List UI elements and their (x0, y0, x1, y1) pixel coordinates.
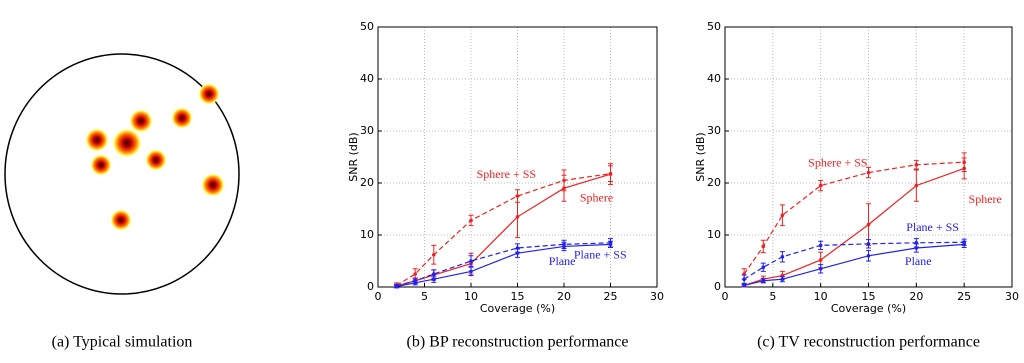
data-point (780, 255, 785, 259)
data-point (562, 186, 566, 190)
data-point (818, 183, 823, 188)
series-line (396, 173, 611, 287)
x-tick-label: 20 (557, 290, 571, 303)
series-label: Sphere (969, 192, 1002, 206)
x-tick-label: 15 (862, 290, 876, 303)
data-point (432, 252, 436, 257)
plot-frame (724, 26, 1013, 288)
y-tick-label: 40 (707, 72, 721, 85)
data-point (515, 251, 520, 255)
data-point (866, 254, 871, 258)
y-tick-label: 0 (714, 280, 721, 293)
data-point (562, 244, 566, 249)
data-point (962, 242, 966, 247)
data-point (761, 265, 766, 270)
x-tick-label: 5 (421, 290, 428, 303)
series-line (396, 173, 611, 286)
x-tick-label: 15 (511, 290, 525, 303)
y-tick-label: 40 (360, 72, 374, 85)
data-point (866, 242, 871, 246)
x-tick-label: 10 (464, 290, 478, 303)
y-tick-label: 10 (707, 228, 721, 241)
x-axis-label: Coverage (%) (831, 302, 906, 315)
x-tick-label: 10 (814, 290, 828, 303)
x-tick-label: 20 (909, 290, 923, 303)
caption: (c) TV reconstruction performance (757, 334, 980, 351)
x-axis-label: Coverage (%) (480, 302, 555, 315)
data-point (432, 272, 436, 276)
x-tick-label: 30 (650, 290, 664, 303)
x-tick-label: 25 (957, 290, 971, 303)
series-label: Sphere + SS (477, 167, 536, 181)
y-axis-label: SNR (dB) (694, 132, 707, 181)
data-point (608, 242, 613, 247)
data-point (962, 166, 966, 171)
data-point (914, 163, 919, 167)
series-label: Plane + SS (906, 220, 959, 234)
y-tick-label: 20 (707, 176, 721, 189)
y-axis-label: SNR (dB) (347, 132, 360, 181)
x-tick-label: 0 (375, 290, 382, 303)
caption: (b) BP reconstruction performance (407, 334, 629, 351)
y-tick-label: 20 (360, 176, 374, 189)
data-point (394, 284, 399, 289)
data-point (469, 269, 473, 274)
data-point (914, 183, 919, 188)
y-tick-label: 30 (707, 124, 721, 137)
data-point (469, 259, 473, 263)
data-point (818, 258, 823, 262)
series-label: Sphere + SS (808, 156, 867, 170)
x-tick-label: 5 (769, 290, 776, 303)
x-tick-label: 25 (604, 290, 618, 303)
data-point (780, 277, 785, 282)
y-tick-label: 30 (360, 124, 374, 137)
data-point (761, 278, 766, 283)
data-point (469, 218, 473, 223)
data-point (780, 213, 785, 218)
x-tick-label: 0 (722, 290, 729, 303)
data-point (742, 277, 746, 282)
data-point (914, 246, 919, 250)
y-tick-label: 10 (360, 228, 374, 241)
data-point (742, 283, 746, 288)
caption: (a) Typical simulation (52, 334, 193, 351)
y-tick-label: 0 (367, 280, 374, 293)
y-tick-label: 50 (360, 20, 374, 33)
plot-frame (377, 26, 658, 288)
data-point (515, 215, 520, 219)
data-point (818, 243, 823, 248)
y-tick-label: 50 (707, 20, 721, 33)
data-point (818, 267, 823, 271)
data-point (413, 272, 418, 276)
data-point (413, 281, 418, 285)
x-tick-label: 30 (1005, 290, 1019, 303)
data-point (608, 172, 613, 176)
series-label: Plane (549, 254, 576, 268)
series-label: Plane + SS (574, 248, 627, 262)
data-point (866, 170, 871, 175)
simulation-image (4, 53, 240, 295)
data-point (432, 277, 436, 282)
series-label: Sphere (580, 190, 613, 204)
series-label: Plane (905, 254, 932, 268)
data-point (866, 222, 871, 227)
data-point (761, 244, 766, 249)
